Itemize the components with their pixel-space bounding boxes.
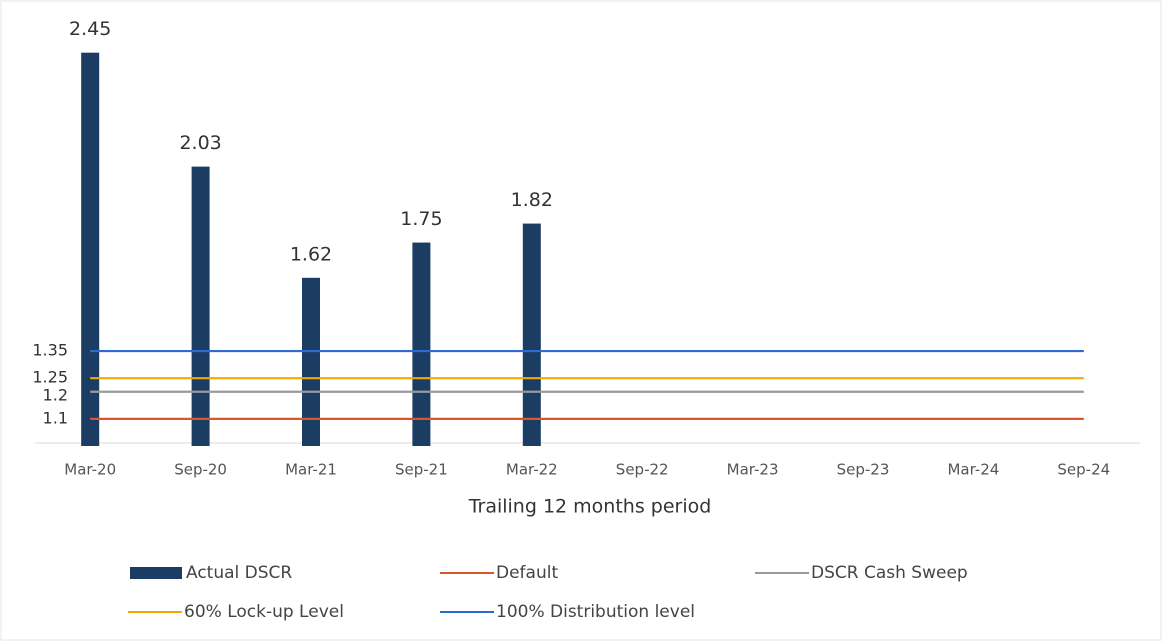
bar	[522, 223, 541, 446]
x-tick-label: Sep-22	[616, 461, 669, 479]
legend-label: 60% Lock-up Level	[184, 602, 344, 622]
line-label: 1.1	[43, 408, 68, 427]
data-label: 1.75	[400, 208, 442, 230]
x-tick-label: Sep-21	[395, 461, 448, 479]
bar	[412, 242, 431, 446]
x-axis-title: Trailing 12 months period	[468, 496, 712, 518]
legend-label: 100% Distribution level	[496, 602, 695, 622]
legend-swatch	[130, 567, 182, 579]
bar	[81, 52, 100, 446]
legend-label: DSCR Cash Sweep	[811, 563, 968, 583]
legend-label: Default	[496, 563, 558, 583]
bar	[302, 277, 320, 446]
data-label: 1.62	[290, 243, 332, 265]
x-tick-label: Sep-20	[174, 461, 227, 479]
data-label: 2.45	[69, 18, 111, 40]
x-tick-label: Sep-24	[1057, 461, 1110, 479]
x-tick-label: Mar-20	[64, 461, 116, 479]
x-tick-label: Mar-22	[506, 461, 558, 479]
data-label: 1.82	[511, 189, 553, 211]
x-tick-label: Mar-21	[285, 461, 337, 479]
x-tick-label: Mar-23	[727, 461, 779, 479]
line-label: 1.35	[32, 341, 68, 360]
line-label: 1.2	[43, 385, 68, 404]
x-tick-label: Sep-23	[837, 461, 890, 479]
legend-label: Actual DSCR	[186, 563, 292, 583]
line-label: 1.25	[32, 368, 68, 387]
data-label: 2.03	[179, 132, 221, 154]
x-tick-label: Mar-24	[947, 461, 999, 479]
bar	[191, 166, 210, 447]
